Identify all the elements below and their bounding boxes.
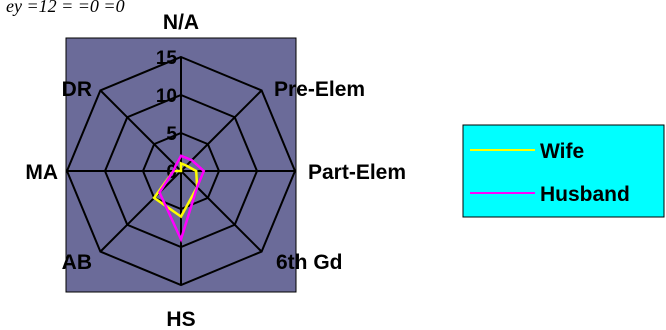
axis-label-pre-elem: Pre-Elem: [274, 78, 365, 101]
axis-label-na: N/A: [163, 11, 199, 34]
series-line-husband: [158, 154, 206, 243]
legend-box: [462, 124, 665, 218]
radar-series: [152, 154, 206, 243]
tick-label-10: 10: [156, 86, 177, 107]
axis-label-part-elem: Part-Elem: [308, 161, 406, 184]
axis-label-hs: HS: [166, 308, 195, 330]
axis-label-ma: MA: [25, 161, 58, 184]
top-caption: ey =12 = =0 =0: [6, 0, 125, 16]
tick-label-15: 15: [156, 48, 178, 69]
grid-spoke-5: [99, 170, 182, 253]
radar-grid: [65, 55, 297, 287]
grid-spoke-7: [99, 89, 182, 172]
tick-label-5: 5: [166, 124, 177, 145]
grid-spoke-3: [180, 170, 263, 253]
legend-label-wife: Wife: [540, 140, 584, 163]
grid-spoke-1: [180, 89, 263, 172]
axis-labels: N/A Pre-Elem Part-Elem 6th Gd HS AB MA D…: [25, 11, 406, 330]
legend: Wife Husband: [462, 124, 665, 218]
axis-label-ab: AB: [62, 251, 92, 274]
axis-label-6th-gd: 6th Gd: [276, 251, 343, 274]
axis-label-dr: DR: [62, 78, 92, 101]
series-line-wife: [152, 161, 199, 219]
legend-label-husband: Husband: [540, 183, 630, 206]
